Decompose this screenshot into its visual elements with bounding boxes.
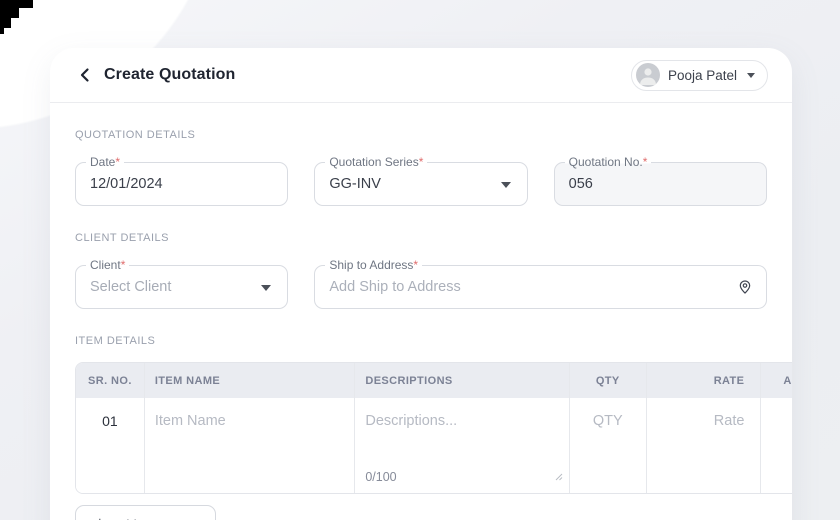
- plus-icon: +: [95, 516, 104, 520]
- col-header-rate: RATE: [647, 363, 762, 398]
- section-item-details: ITEM DETAILS: [75, 335, 156, 347]
- col-header-descriptions: DESCRIPTIONS: [355, 363, 570, 398]
- section-quotation-details: QUOTATION DETAILS: [75, 129, 196, 141]
- location-pin-icon[interactable]: [737, 279, 753, 295]
- chevron-down-icon: [261, 285, 272, 291]
- client-fields-row: Client* Select Client Ship to Address*: [75, 257, 767, 309]
- char-counter: 0/100: [365, 470, 397, 484]
- quotation-series-label: Quotation Series*: [325, 154, 428, 171]
- quotation-number-field[interactable]: Quotation No.*: [553, 154, 767, 206]
- item-table: SR. NO. ITEM NAME DESCRIPTIONS QTY RATE …: [75, 362, 792, 494]
- corner-glitch-shape: [0, 8, 19, 18]
- user-menu[interactable]: Pooja Patel: [630, 59, 768, 91]
- rate-input[interactable]: Rate: [647, 398, 762, 493]
- client-placeholder: Select Client: [90, 279, 172, 295]
- ship-to-address-label: Ship to Address*: [325, 257, 423, 274]
- item-name-input[interactable]: Item Name: [145, 398, 356, 493]
- table-header-row: SR. NO. ITEM NAME DESCRIPTIONS QTY RATE …: [76, 363, 792, 398]
- resize-handle-icon[interactable]: [553, 468, 563, 486]
- header-left: Create Quotation: [76, 66, 235, 84]
- quotation-series-select[interactable]: Quotation Series* GG-INV: [314, 154, 528, 206]
- col-header-item-name: ITEM NAME: [145, 363, 356, 398]
- add-new-row-button[interactable]: + Add New Row: [75, 505, 216, 520]
- chevron-down-icon: [500, 182, 511, 188]
- ship-to-address-input[interactable]: [315, 279, 766, 295]
- card-header: Create Quotation Pooja Patel: [50, 48, 792, 103]
- table-row: 01 Item Name Descriptions... 0/100: [76, 398, 792, 493]
- cell-sr-no: 01: [76, 398, 145, 493]
- quotation-fields-row: Date* Quotation Series* GG-INV Quotation…: [75, 154, 767, 206]
- quotation-series-value: GG-INV: [329, 176, 381, 192]
- corner-glitch-shape: [0, 18, 11, 28]
- section-client-details: CLIENT DETAILS: [75, 232, 170, 244]
- descriptions-textarea[interactable]: Descriptions... 0/100: [355, 398, 570, 493]
- client-label: Client*: [86, 257, 130, 274]
- corner-glitch-shape: [0, 0, 33, 8]
- ship-to-address-field[interactable]: Ship to Address*: [314, 257, 767, 309]
- table-body: 01 Item Name Descriptions... 0/100: [76, 398, 792, 493]
- qty-input[interactable]: QTY: [570, 398, 647, 493]
- item-table-wrap: SR. NO. ITEM NAME DESCRIPTIONS QTY RATE …: [75, 362, 792, 494]
- cell-amount: [761, 398, 792, 493]
- client-select[interactable]: Client* Select Client: [75, 257, 289, 309]
- date-label: Date*: [86, 154, 125, 171]
- back-icon[interactable]: [76, 66, 94, 84]
- create-quotation-card: Create Quotation Pooja Patel QUOTATION D…: [50, 48, 792, 520]
- quotation-number-input[interactable]: [554, 176, 766, 192]
- corner-glitch-shape: [0, 28, 4, 34]
- col-header-sr-no: SR. NO.: [76, 363, 145, 398]
- col-header-amount: AMOUNT: [783, 374, 792, 387]
- user-avatar-icon: [635, 63, 660, 87]
- date-field[interactable]: Date*: [75, 154, 289, 206]
- col-header-qty: QTY: [570, 363, 647, 398]
- user-name: Pooja Patel: [667, 67, 737, 83]
- form-content: QUOTATION DETAILS Date* Quotation Series…: [50, 129, 792, 520]
- chevron-down-icon: [747, 72, 755, 78]
- page-title: Create Quotation: [104, 66, 236, 83]
- quotation-number-label: Quotation No.*: [564, 154, 652, 171]
- date-input[interactable]: [76, 176, 288, 192]
